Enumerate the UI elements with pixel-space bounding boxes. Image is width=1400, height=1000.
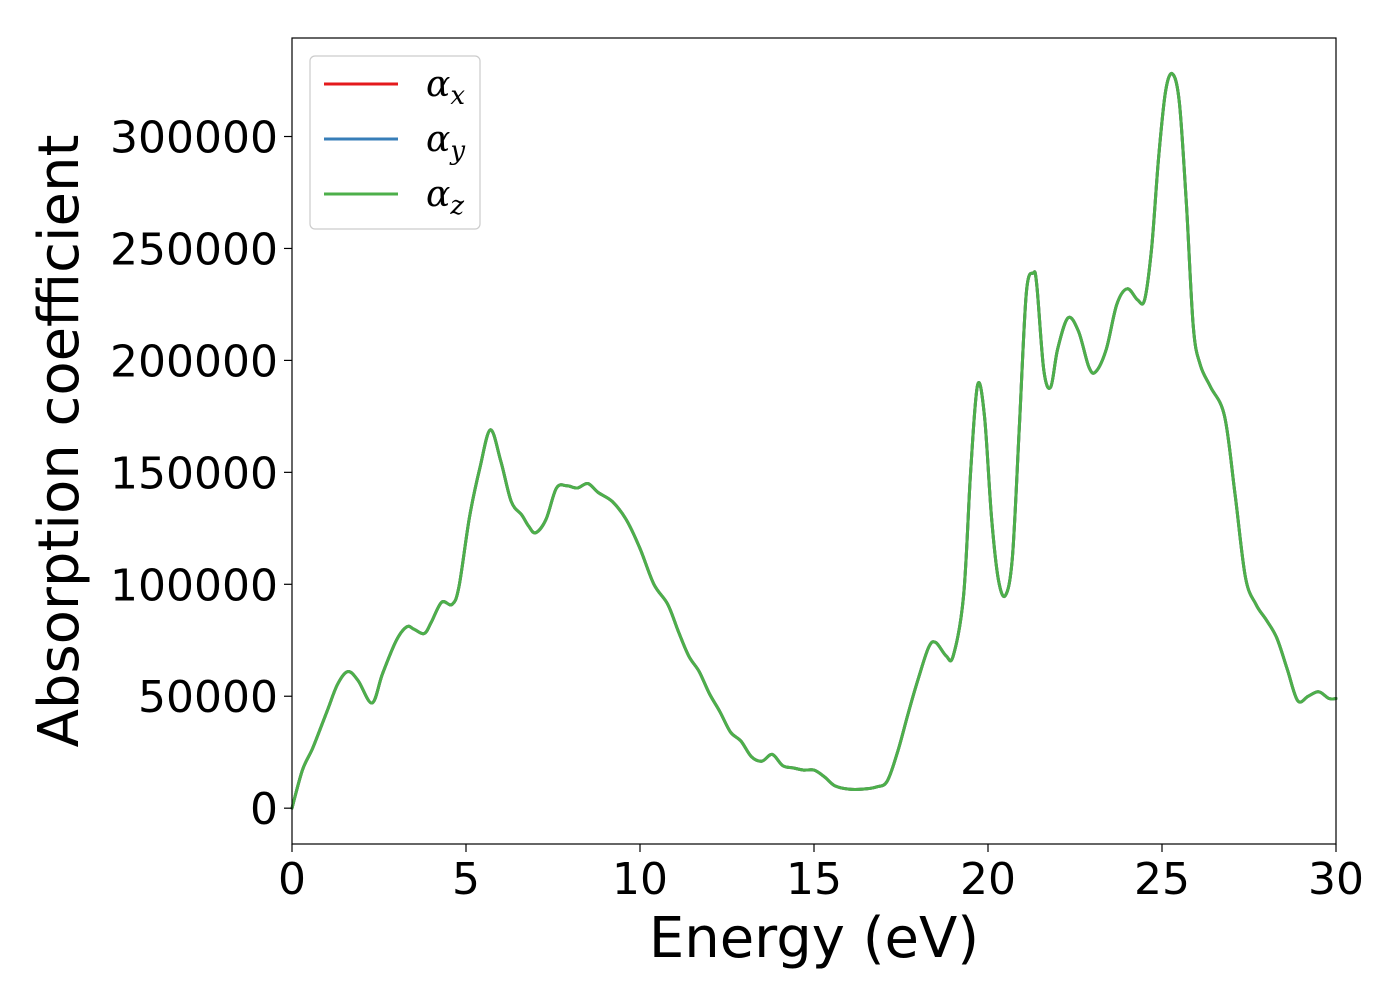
legend-label-alpha-x: αx xyxy=(426,64,465,111)
x-tick-label: 30 xyxy=(1308,854,1364,905)
y-tick-label: 150000 xyxy=(110,448,278,499)
legend-label-alpha-z: αz xyxy=(426,174,464,221)
x-axis: 0 5 10 15 20 25 30 xyxy=(278,844,1364,905)
x-tick-label: 20 xyxy=(960,854,1016,905)
x-tick-label: 15 xyxy=(786,854,842,905)
y-tick-label: 250000 xyxy=(110,224,278,275)
y-tick-label: 300000 xyxy=(110,113,278,164)
x-tick-label: 0 xyxy=(278,854,306,905)
series-layer xyxy=(290,71,1338,810)
y-tick-label: 0 xyxy=(250,784,278,835)
series-line-alpha-z xyxy=(290,71,1338,810)
x-tick-label: 5 xyxy=(452,854,480,905)
x-axis-title: Energy (eV) xyxy=(649,906,979,971)
x-tick-label: 25 xyxy=(1134,854,1190,905)
y-tick-label: 100000 xyxy=(110,560,278,611)
y-axis-title: Absorption coefficient xyxy=(27,135,92,748)
legend-box xyxy=(309,55,481,230)
y-tick-label: 200000 xyxy=(110,336,278,387)
legend: αx αy αz xyxy=(309,55,481,230)
y-tick-label: 50000 xyxy=(138,672,278,723)
legend-label-alpha-y: αy xyxy=(426,119,465,166)
y-axis: 0 50000 100000 150000 200000 250000 300000 xyxy=(110,113,292,835)
x-tick-label: 10 xyxy=(612,854,668,905)
